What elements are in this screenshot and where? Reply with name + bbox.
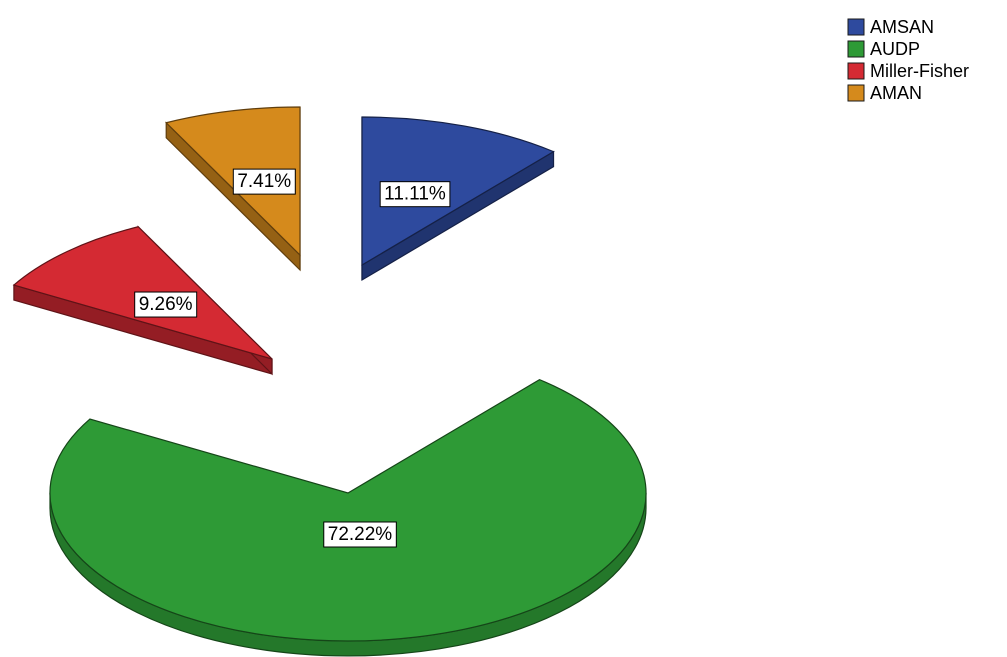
data-label-audp: 72.22%	[323, 521, 397, 548]
legend-item-aman: AMAN	[847, 83, 922, 103]
legend-label-audp: AUDP	[870, 39, 920, 59]
legend-item-miller-fisher: Miller-Fisher	[847, 61, 969, 81]
data-label-box-audp	[323, 521, 397, 548]
data-label-miller-fisher: 9.26%	[134, 291, 198, 318]
data-label-box-amsan	[379, 181, 451, 208]
data-label-amsan: 11.11%	[379, 181, 451, 208]
pie-data-labels: 7.41% 9.26% 11.11% 72.22%	[134, 168, 451, 548]
data-label-box-aman	[232, 168, 296, 195]
pie-slice-top-amsan	[361, 116, 555, 267]
legend-label-amsan: AMSAN	[870, 17, 934, 37]
legend-swatch-audp	[847, 40, 865, 58]
legend-label-miller-fisher: Miller-Fisher	[870, 61, 969, 81]
legend-swatch-aman	[847, 84, 865, 102]
data-label-text-audp: 72.22%	[328, 524, 393, 545]
pie-slice-top-audp	[49, 378, 647, 642]
data-label-text-miller-fisher: 9.26%	[139, 294, 193, 315]
data-label-text-aman: 7.41%	[237, 171, 291, 192]
pie-slice-audp	[49, 378, 647, 657]
legend-label-aman: AMAN	[870, 83, 922, 103]
data-label-box-miller-fisher	[134, 291, 198, 318]
data-label-text-amsan: 11.11%	[384, 184, 446, 205]
pie-slice-amsan	[361, 116, 555, 282]
legend-swatch-miller-fisher	[847, 62, 865, 80]
legend-item-audp: AUDP	[847, 39, 920, 59]
legend-item-amsan: AMSAN	[847, 17, 934, 37]
pie-slices	[12, 106, 647, 657]
data-label-aman: 7.41%	[232, 168, 296, 195]
legend-swatch-amsan	[847, 18, 865, 36]
